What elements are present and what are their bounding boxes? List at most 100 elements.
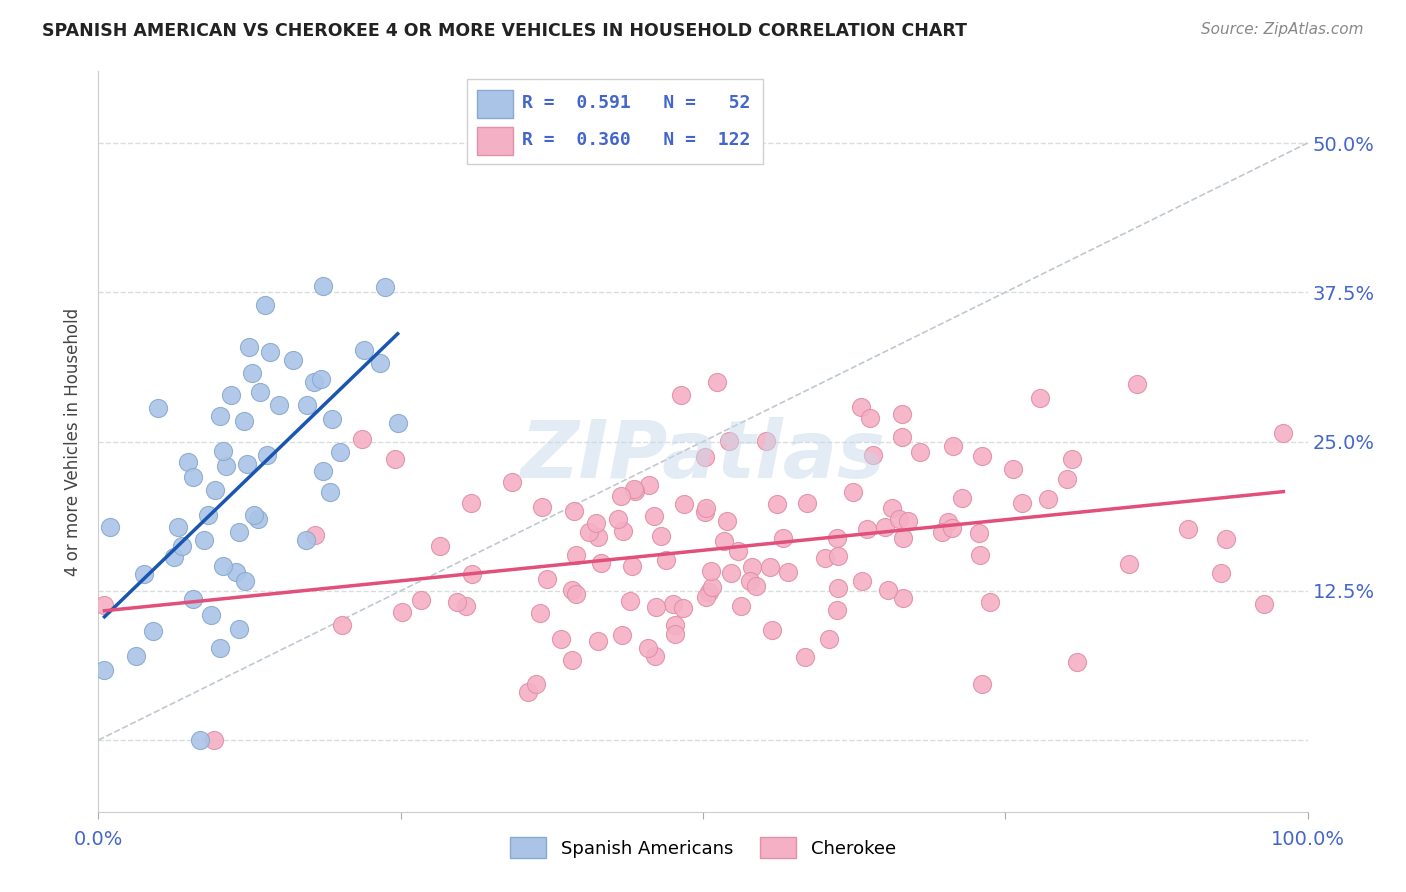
Point: [228, 525, 250, 540]
Point: [1215, 532, 1237, 546]
Point: [621, 558, 644, 573]
Point: [796, 496, 818, 510]
Point: [142, 624, 165, 639]
Point: [183, 470, 205, 484]
Point: [706, 375, 728, 389]
Point: [717, 434, 740, 448]
Point: [740, 574, 762, 589]
Point: [891, 531, 914, 545]
Point: [623, 482, 645, 496]
Point: [766, 498, 789, 512]
Point: [562, 504, 585, 518]
Point: [211, 443, 233, 458]
Point: [1272, 426, 1295, 441]
Point: [755, 434, 778, 448]
Point: [294, 533, 316, 547]
Point: [578, 525, 600, 540]
Point: [741, 559, 763, 574]
Point: [564, 587, 586, 601]
Point: [941, 439, 963, 453]
Point: [312, 464, 335, 478]
Point: [215, 459, 238, 474]
Point: [644, 648, 666, 663]
Point: [969, 549, 991, 563]
Point: [891, 591, 914, 606]
Point: [695, 500, 717, 515]
Point: [1056, 472, 1078, 486]
Point: [319, 485, 342, 500]
Point: [637, 640, 659, 655]
Point: [565, 548, 588, 562]
Point: [877, 583, 900, 598]
Text: SPANISH AMERICAN VS CHEROKEE 4 OR MORE VEHICLES IN HOUSEHOLD CORRELATION CHART: SPANISH AMERICAN VS CHEROKEE 4 OR MORE V…: [42, 22, 967, 40]
Point: [240, 366, 263, 380]
Legend: Spanish Americans, Cherokee: Spanish Americans, Cherokee: [510, 838, 896, 858]
Point: [561, 582, 583, 597]
Point: [1209, 566, 1232, 581]
Point: [856, 522, 879, 536]
Point: [606, 512, 628, 526]
Point: [624, 483, 647, 498]
Point: [238, 340, 260, 354]
Point: [610, 489, 633, 503]
Point: [727, 544, 749, 558]
Point: [700, 580, 723, 594]
Point: [225, 565, 247, 579]
Point: [827, 581, 849, 595]
Point: [849, 400, 872, 414]
Point: [163, 549, 186, 564]
Point: [842, 485, 865, 500]
Y-axis label: 4 or more Vehicles in Household: 4 or more Vehicles in Household: [65, 308, 83, 575]
Point: [536, 572, 558, 586]
Point: [1011, 496, 1033, 510]
FancyBboxPatch shape: [467, 78, 763, 164]
Point: [664, 618, 686, 632]
Point: [461, 566, 484, 581]
Point: [243, 508, 266, 523]
Point: [233, 414, 256, 428]
Point: [672, 497, 695, 511]
Point: [387, 416, 409, 430]
Point: [693, 505, 716, 519]
Point: [269, 398, 291, 412]
Point: [530, 500, 553, 514]
Point: [700, 564, 723, 578]
Point: [460, 496, 482, 510]
Point: [384, 451, 406, 466]
Point: [249, 385, 271, 400]
Point: [93, 598, 115, 612]
Point: [172, 539, 194, 553]
Point: [882, 500, 904, 515]
Point: [619, 594, 641, 608]
Point: [454, 599, 477, 613]
FancyBboxPatch shape: [477, 127, 513, 155]
Point: [350, 432, 373, 446]
Point: [98, 520, 121, 534]
Point: [295, 398, 318, 412]
Point: [259, 344, 281, 359]
Point: [818, 632, 841, 646]
Point: [233, 574, 256, 589]
Point: [312, 279, 335, 293]
Point: [1028, 391, 1050, 405]
Point: [1253, 597, 1275, 611]
Point: [446, 595, 468, 609]
Point: [1062, 452, 1084, 467]
Point: [524, 677, 547, 691]
Text: R =  0.360   N =  122: R = 0.360 N = 122: [522, 131, 749, 149]
Point: [236, 457, 259, 471]
Point: [669, 388, 692, 402]
Point: [183, 591, 205, 606]
Point: [219, 388, 242, 402]
Point: [1126, 377, 1149, 392]
Point: [693, 450, 716, 464]
Point: [246, 512, 269, 526]
Point: [730, 599, 752, 613]
Point: [329, 444, 352, 458]
Point: [643, 509, 665, 524]
Point: [851, 574, 873, 589]
Point: [256, 448, 278, 462]
Point: [409, 592, 432, 607]
Point: [638, 478, 661, 492]
Point: [209, 641, 232, 656]
